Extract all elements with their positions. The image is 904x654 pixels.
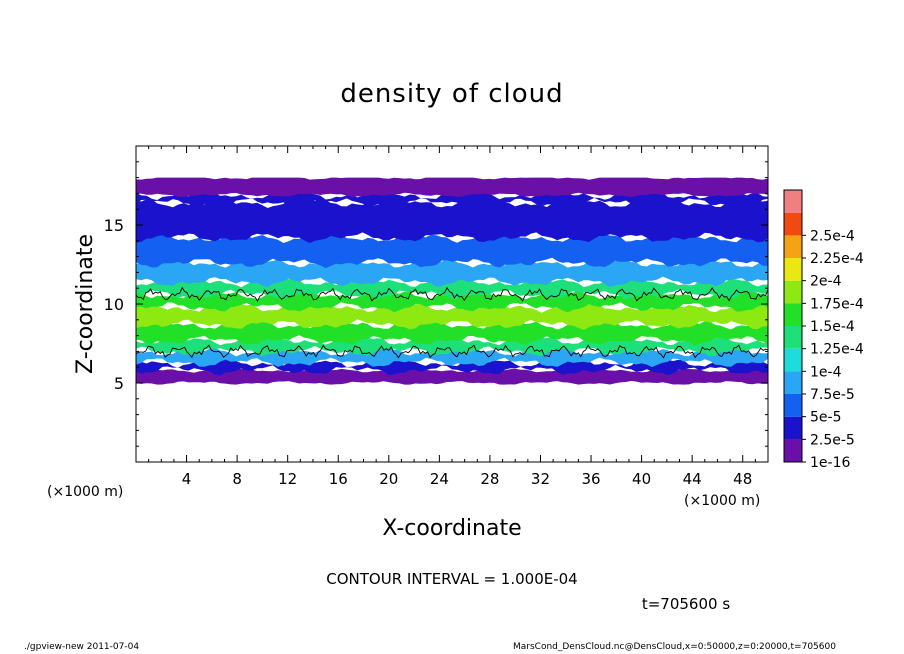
colorbar-label: 5e-5 (810, 410, 841, 426)
colorbar-box-0 (784, 439, 802, 462)
colorbar: 1e-16 2.5e-5 5e-5 7.5e-5 1e-4 1.25e-4 1.5e-4 1.… (783, 189, 864, 471)
x-tick-label: 24 (430, 470, 449, 488)
chart-title: density of cloud (340, 79, 563, 109)
colorbar-box-6 (784, 303, 802, 326)
colorbar-box-5 (784, 326, 802, 349)
colorbar-box-9 (784, 235, 802, 258)
colorbar-label: 1e-4 (810, 364, 842, 380)
x-axis-ticks: 4 8 12 16 20 24 28 32 36 40 44 48 (148, 146, 756, 488)
density-layer-11 (136, 189, 768, 208)
x-tick-label: 4 (182, 470, 192, 488)
x-tick-label: 16 (329, 470, 348, 488)
colorbar-label: 2.25e-4 (810, 251, 864, 267)
density-layer-4 (136, 319, 768, 346)
colorbar-box-11 (784, 190, 802, 213)
x-tick-label: 28 (480, 470, 499, 488)
colorbar-box-4 (784, 348, 802, 372)
colorbar-label: 1.5e-4 (810, 319, 855, 335)
density-layer-10 (136, 197, 768, 243)
colorbar-label: 1.25e-4 (810, 342, 864, 358)
colorbar-label: 1e-16 (810, 455, 850, 471)
x-tick-label: 12 (278, 470, 297, 488)
colorbar-label: 2e-4 (810, 274, 842, 290)
y-tick-label: 15 (104, 216, 124, 235)
footer-left: ./gpview-new 2011-07-04 (24, 642, 140, 652)
contour-lower (135, 344, 769, 359)
contour-upper (135, 286, 769, 303)
colorbar-label: 7.5e-5 (810, 387, 855, 403)
colorbar-box-3 (784, 371, 802, 394)
x-tick-label: 48 (733, 470, 752, 488)
x-tick-label: 20 (379, 470, 398, 488)
y-axis-ticks: 5 10 15 (104, 161, 768, 447)
x-unit-left: (×1000 m) (47, 484, 123, 500)
contour-lines (135, 286, 769, 359)
colorbar-box-10 (784, 212, 802, 236)
colorbar-label: 2.5e-4 (810, 228, 855, 244)
colorbar-label: 1.75e-4 (810, 296, 864, 312)
y-axis-label: Z-coordinate (73, 234, 98, 374)
y-tick-label: 10 (104, 295, 124, 314)
x-tick-label: 44 (683, 470, 702, 488)
colorbar-box-7 (784, 280, 802, 304)
x-tick-label: 36 (581, 470, 600, 488)
colorbar-label: 2.5e-5 (810, 432, 855, 448)
y-tick-label: 5 (114, 374, 124, 393)
x-unit-right: (×1000 m) (684, 493, 760, 509)
time-text: t=705600 s (642, 595, 730, 613)
density-layer-5 (136, 302, 768, 330)
x-tick-label: 8 (232, 470, 242, 488)
footer-right: MarsCond_DensCloud.nc@DensCloud,x=0:5000… (513, 642, 836, 652)
density-layer-12 (136, 177, 768, 198)
colorbar-box-1 (784, 416, 802, 440)
x-tick-label: 40 (632, 470, 651, 488)
cloud-density-field (136, 177, 768, 385)
contour-interval-text: CONTOUR INTERVAL = 1.000E-04 (326, 570, 577, 588)
density-layer-8 (136, 258, 768, 287)
colorbar-box-8 (784, 258, 802, 281)
x-tick-label: 32 (531, 470, 550, 488)
density-layer-9 (136, 232, 768, 269)
x-axis-label: X-coordinate (382, 516, 521, 541)
colorbar-box-2 (784, 394, 802, 417)
